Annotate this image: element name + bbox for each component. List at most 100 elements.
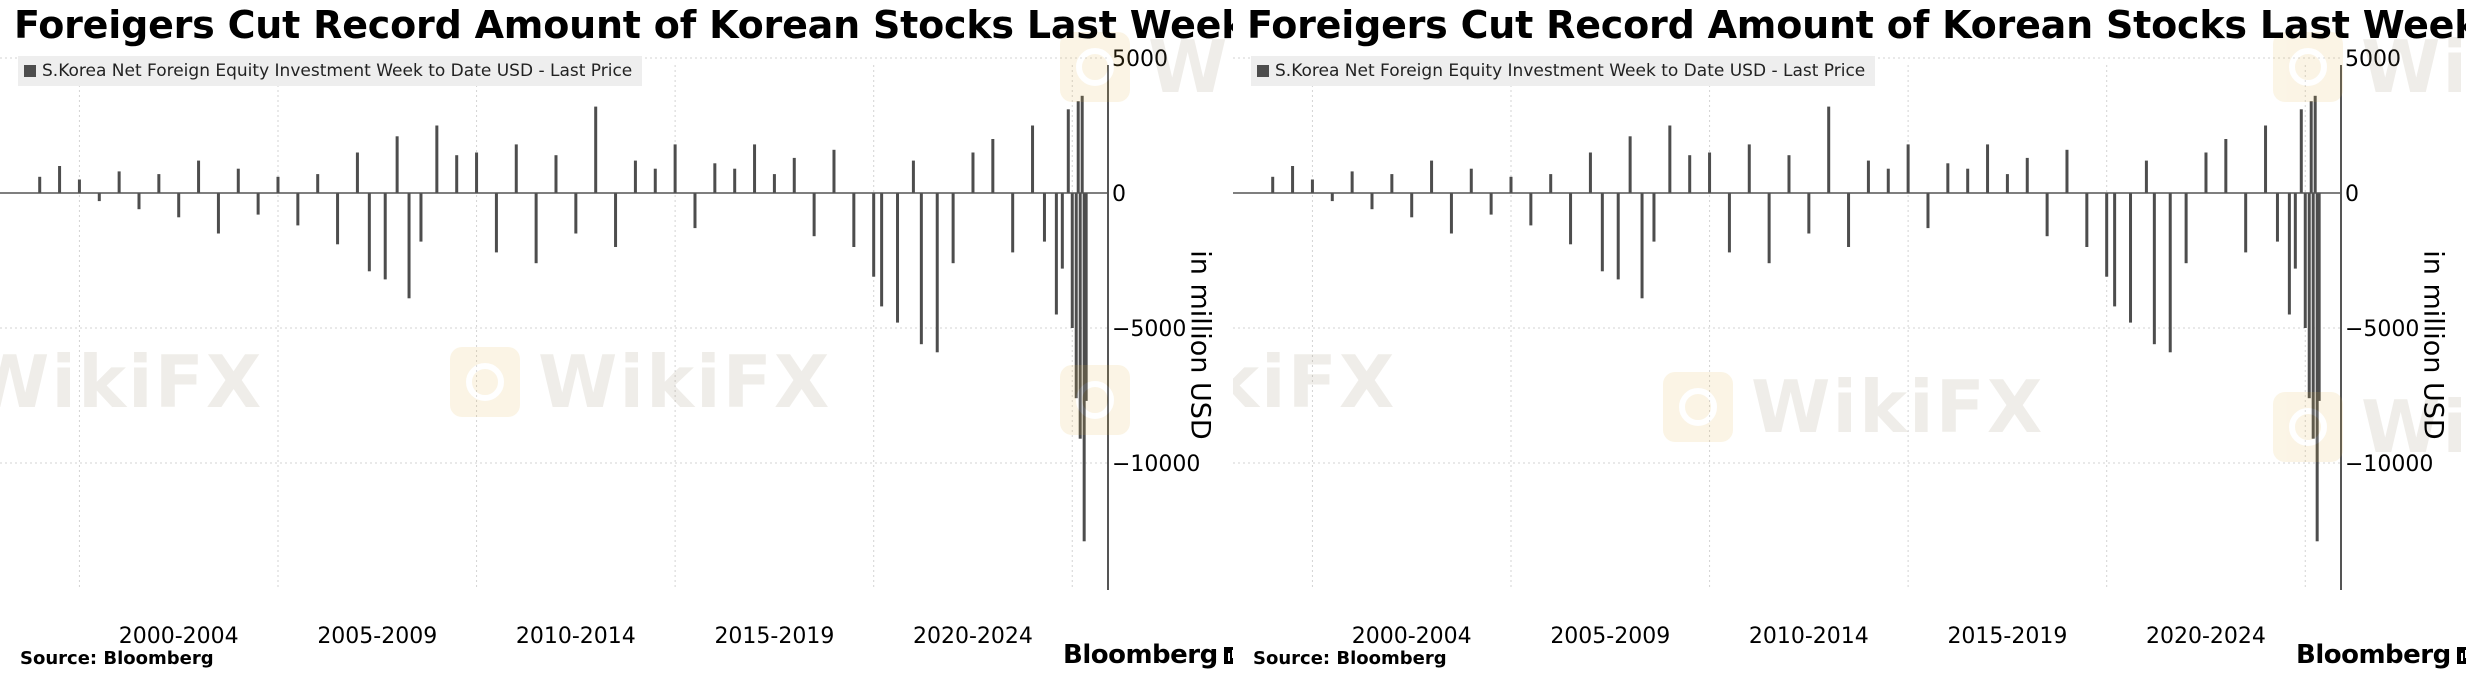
bar [935,193,939,353]
x-tick-label: 2000-2004 [119,624,239,649]
bar [2085,193,2089,247]
bar [919,193,923,345]
bar [296,193,300,226]
brand-text: Bloomberg [2296,640,2451,670]
bar [1070,193,1074,328]
bar [1469,168,1473,193]
bar [1449,193,1453,234]
bar [1946,163,1950,193]
bar [1031,125,1035,193]
x-tick-label: 2015-2019 [714,624,834,649]
bar [475,152,479,193]
bar [177,193,181,218]
bar [2224,139,2228,193]
chart-panel-left: 5000 0 −5000 −10000 2000-2004 2005-2009 2010-… [0,3,1233,670]
bar [653,168,657,193]
bar [1489,193,1493,215]
x-tick-label: 2020-2024 [2146,624,2266,649]
bar [2311,193,2315,439]
bar [1082,193,1086,542]
bar [1390,174,1394,193]
chart-title: Foreigers Cut Record Amount of Korean St… [14,3,1233,47]
bar [97,193,101,202]
bar [407,193,411,299]
bar [1906,144,1910,193]
brand-text: Bloomberg [1063,640,1218,670]
bar [383,193,387,280]
bar [137,193,141,210]
bar [1310,179,1314,193]
bar [1767,193,1771,264]
bar [991,139,995,193]
bar [1042,193,1046,242]
bar-series [1271,95,2321,542]
bar [419,193,423,242]
bar [1708,152,1712,193]
bar [872,193,876,277]
bar [971,152,975,193]
bar [2264,125,2268,193]
bar [852,193,856,247]
bar [1084,193,1088,401]
bar [1986,144,1990,193]
bar [2303,193,2307,328]
source-note: Source: Bloomberg [1253,648,1447,669]
bar [1330,193,1334,202]
bloomberg-chart-icon [2456,646,2466,664]
bar [1966,168,1970,193]
bar [2005,174,2009,193]
y-tick-labels: 5000 0 −5000 −10000 [2345,47,2433,477]
x-tick-labels: 2000-2004 2005-2009 2010-2014 2015-2019 2020… [119,624,1033,649]
bloomberg-logo: Bloomberg [1063,640,1233,670]
bar [1668,125,1672,193]
bar [2204,152,2208,193]
bar [1827,106,1831,193]
bar [1886,168,1890,193]
bar [1054,193,1058,315]
bar [77,179,81,193]
x-tick-label: 2020-2024 [913,624,1033,649]
bar [1747,144,1751,193]
bar [2105,193,2109,277]
bar [812,193,816,237]
bar [1616,193,1620,280]
y-tick-label: 0 [1112,182,1126,207]
chart-title: Foreigers Cut Record Amount of Korean St… [1247,3,2466,47]
bar [2275,193,2279,242]
bar [2299,109,2303,193]
x-tick-label: 2005-2009 [317,624,437,649]
bar [395,136,399,193]
bar [2184,193,2188,264]
y-tick-label: −10000 [2345,452,2433,477]
legend-label: S.Korea Net Foreign Equity Investment We… [1275,61,1866,81]
bar [1430,160,1434,193]
bloomberg-logo: Bloomberg [2296,640,2466,670]
bar [157,174,161,193]
bar [38,176,42,193]
bar [753,144,757,193]
chart-plot: 5000 0 −5000 −10000 2000-2004 2005-2009 2010-… [1233,47,2433,649]
bar [455,155,459,193]
y-tick-label: 0 [2345,182,2359,207]
bar [832,149,836,193]
x-tick-label: 2005-2009 [1550,624,1670,649]
bar [494,193,498,253]
y-axis-label: in million USD [2417,250,2449,440]
bar [1588,152,1592,193]
y-tick-label: −10000 [1112,452,1200,477]
bar [2065,149,2069,193]
bar [2129,193,2133,323]
bar [594,106,598,193]
bar [951,193,955,264]
bar [256,193,260,215]
bar [1066,109,1070,193]
chart-panel-right: 5000 0 −5000 −10000 2000-2004 2005-2009 2010-… [1233,0,2466,694]
bar [1787,155,1791,193]
bar [733,168,737,193]
bar [1291,166,1295,193]
bar [1011,193,1015,253]
bar [772,174,776,193]
bar [534,193,538,264]
bar [1628,136,1632,193]
bar [1060,193,1064,269]
